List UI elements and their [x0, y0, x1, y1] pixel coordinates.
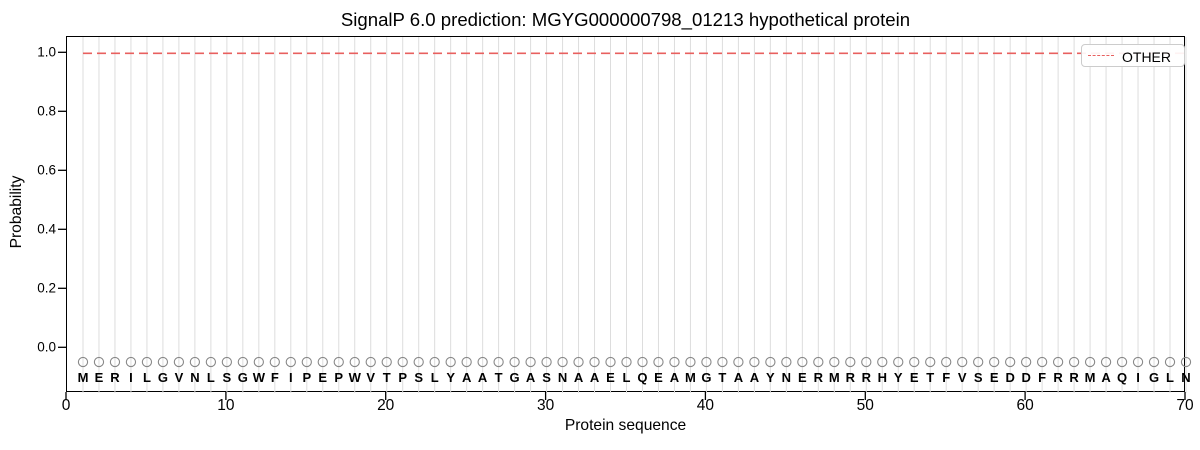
- svg-text:A: A: [574, 370, 584, 385]
- svg-text:Q: Q: [637, 370, 647, 385]
- svg-text:A: A: [462, 370, 472, 385]
- svg-text:M: M: [1085, 370, 1096, 385]
- svg-text:E: E: [910, 370, 919, 385]
- svg-text:S: S: [223, 370, 232, 385]
- svg-text:R: R: [862, 370, 872, 385]
- svg-text:P: P: [398, 370, 407, 385]
- svg-text:E: E: [318, 370, 327, 385]
- svg-text:V: V: [366, 370, 375, 385]
- svg-text:V: V: [175, 370, 184, 385]
- svg-text:F: F: [942, 370, 950, 385]
- svg-text:L: L: [1166, 370, 1174, 385]
- svg-text:G: G: [510, 370, 520, 385]
- svg-text:T: T: [926, 370, 934, 385]
- svg-text:A: A: [526, 370, 536, 385]
- svg-text:S: S: [414, 370, 423, 385]
- svg-text:R: R: [110, 370, 120, 385]
- svg-text:I: I: [289, 370, 293, 385]
- svg-text:L: L: [143, 370, 151, 385]
- svg-text:R: R: [846, 370, 856, 385]
- svg-text:E: E: [990, 370, 999, 385]
- svg-text:R: R: [1069, 370, 1079, 385]
- svg-text:S: S: [542, 370, 551, 385]
- svg-text:Y: Y: [894, 370, 903, 385]
- svg-text:V: V: [958, 370, 967, 385]
- svg-text:N: N: [782, 370, 791, 385]
- svg-text:W: W: [349, 370, 362, 385]
- svg-text:A: A: [590, 370, 600, 385]
- svg-text:W: W: [253, 370, 266, 385]
- svg-text:F: F: [1038, 370, 1046, 385]
- svg-text:D: D: [1021, 370, 1030, 385]
- svg-text:Q: Q: [1117, 370, 1127, 385]
- svg-text:A: A: [750, 370, 760, 385]
- svg-text:N: N: [190, 370, 199, 385]
- svg-text:G: G: [1149, 370, 1159, 385]
- svg-text:M: M: [685, 370, 696, 385]
- svg-text:T: T: [495, 370, 503, 385]
- svg-text:M: M: [78, 370, 89, 385]
- svg-text:L: L: [623, 370, 631, 385]
- svg-text:I: I: [1136, 370, 1140, 385]
- svg-text:G: G: [158, 370, 168, 385]
- svg-text:A: A: [478, 370, 488, 385]
- svg-text:E: E: [95, 370, 104, 385]
- svg-text:N: N: [1181, 370, 1190, 385]
- svg-text:A: A: [670, 370, 680, 385]
- svg-text:H: H: [878, 370, 887, 385]
- svg-text:M: M: [829, 370, 840, 385]
- svg-text:A: A: [734, 370, 744, 385]
- svg-text:L: L: [431, 370, 439, 385]
- svg-text:D: D: [1005, 370, 1014, 385]
- svg-text:T: T: [383, 370, 391, 385]
- svg-text:R: R: [1053, 370, 1063, 385]
- svg-text:T: T: [718, 370, 726, 385]
- svg-text:A: A: [1101, 370, 1111, 385]
- svg-text:Y: Y: [766, 370, 775, 385]
- svg-text:G: G: [238, 370, 248, 385]
- svg-text:F: F: [271, 370, 279, 385]
- svg-text:E: E: [798, 370, 807, 385]
- svg-text:S: S: [974, 370, 983, 385]
- svg-text:Y: Y: [446, 370, 455, 385]
- svg-text:E: E: [654, 370, 663, 385]
- svg-text:P: P: [302, 370, 311, 385]
- svg-text:G: G: [701, 370, 711, 385]
- svg-text:E: E: [606, 370, 615, 385]
- svg-text:I: I: [129, 370, 133, 385]
- svg-text:R: R: [814, 370, 824, 385]
- svg-text:L: L: [207, 370, 215, 385]
- svg-text:P: P: [334, 370, 343, 385]
- svg-text:N: N: [558, 370, 567, 385]
